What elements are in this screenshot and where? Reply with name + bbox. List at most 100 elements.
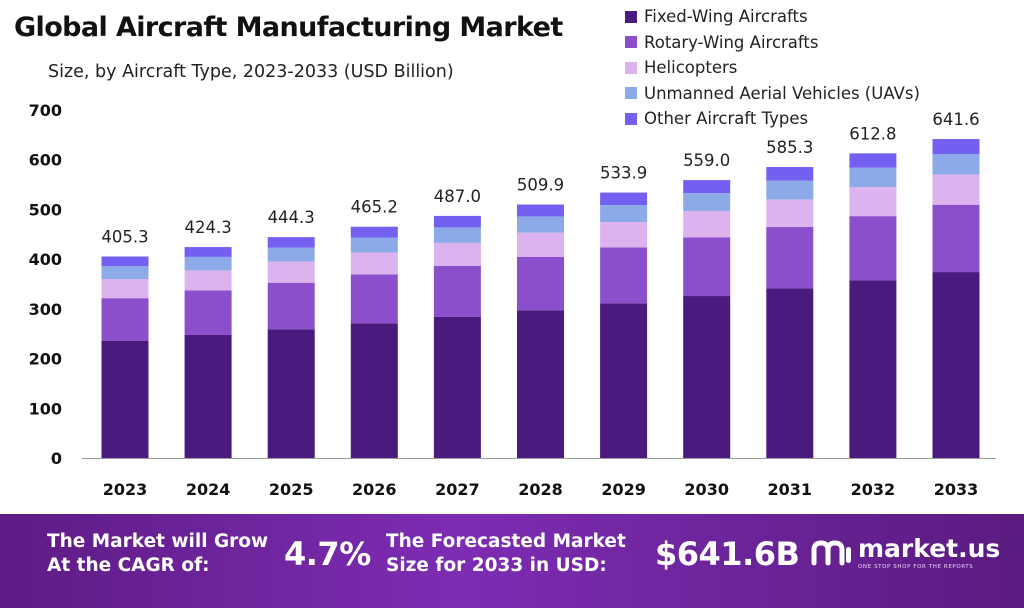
bar-segment-fixed-wing-aircrafts-2024 [184,334,232,458]
x-tick-label-2029: 2029 [601,480,646,499]
y-tick-label: 600 [29,151,62,170]
brand-tagline: ONE STOP SHOP FOR THE REPORTS [858,564,974,570]
x-tick-label-2026: 2026 [352,480,397,499]
x-tick-label-2028: 2028 [518,480,563,499]
bar-segment-unmanned-aerial-vehicles-uavs-2027 [433,227,481,243]
bar-segment-unmanned-aerial-vehicles-uavs-2032 [849,167,897,188]
y-tick-label: 500 [29,200,62,219]
bar-segment-unmanned-aerial-vehicles-uavs-2025 [267,247,315,262]
legend-item-uavs: Unmanned Aerial Vehicles (UAVs) [625,81,920,107]
legend-label-uavs: Unmanned Aerial Vehicles (UAVs) [644,83,920,103]
legend-item-other: Other Aircraft Types [625,106,920,132]
total-label-2031: 585.3 [766,138,813,157]
cagr-label-line-2: At the CAGR of: [47,555,210,576]
legend-swatch-rotary-wing [625,36,637,49]
summary-banner: The Market will Grow At the CAGR of: 4.7… [0,514,1024,608]
legend-swatch-other [625,112,637,125]
bar-segment-rotary-wing-aircrafts-2028 [517,256,564,311]
forecast-label-line-2: Size for 2033 in USD: [386,555,607,576]
total-label-2025: 444.3 [268,208,315,227]
forecast-label-line-1: The Forecasted Market [386,531,626,552]
total-label-2033: 641.6 [932,110,979,129]
brand-name: market.us [858,534,1001,563]
x-tick-label-2031: 2031 [768,480,813,499]
brand-logo[interactable]: market.us ONE STOP SHOP FOR THE REPORTS [810,536,1000,570]
y-tick-label: 300 [29,300,62,319]
bar-segment-other-aircraft-types-2023 [101,256,149,267]
cagr-value: 4.7% [284,535,371,573]
bar-segment-helicopters-2025 [267,261,315,283]
bar-segment-helicopters-2026 [350,252,398,275]
bar-segment-rotary-wing-aircrafts-2033 [932,204,980,273]
bar-segment-fixed-wing-aircrafts-2032 [849,280,897,458]
total-label-2023: 405.3 [101,228,148,247]
total-label-2026: 465.2 [351,198,398,217]
cagr-label: The Market will Grow At the CAGR of: [47,530,268,578]
bar-segment-unmanned-aerial-vehicles-uavs-2023 [101,266,149,280]
chart-title: Global Aircraft Manufacturing Market [14,12,563,43]
total-label-2027: 487.0 [434,187,481,206]
legend-item-fixed-wing: Fixed-Wing Aircrafts [625,4,920,30]
bar-segment-other-aircraft-types-2030 [683,180,731,194]
bar-segment-helicopters-2028 [517,232,564,257]
total-label-2032: 612.8 [849,124,896,143]
legend-label-helicopters: Helicopters [644,58,738,78]
chart-subtitle: Size, by Aircraft Type, 2023-2033 (USD B… [48,62,454,82]
bar-segment-helicopters-2029 [600,222,648,248]
legend: Fixed-Wing Aircrafts Rotary-Wing Aircraf… [625,4,920,132]
bar-segment-other-aircraft-types-2033 [932,139,980,154]
bar-segment-fixed-wing-aircrafts-2023 [101,340,149,458]
bar-segment-helicopters-2027 [433,242,481,266]
legend-label-fixed-wing: Fixed-Wing Aircrafts [644,7,808,27]
bar-segment-rotary-wing-aircrafts-2030 [683,237,731,297]
bar-segment-other-aircraft-types-2026 [350,226,398,238]
bar-segment-rotary-wing-aircrafts-2027 [433,265,481,317]
bar-segment-helicopters-2023 [101,279,149,299]
legend-item-rotary-wing: Rotary-Wing Aircrafts [625,30,920,56]
y-tick-label: 0 [51,449,62,468]
stacked-bar-chart: 0 100 200 300 400 500 600 700 405.3 2023 424.3 2024… [29,101,996,499]
bar-segment-helicopters-2030 [683,210,731,238]
y-tick-label: 700 [29,101,62,120]
legend-swatch-uavs [625,87,637,100]
bar-segment-other-aircraft-types-2025 [267,237,315,248]
forecast-value: $641.6B [655,535,800,573]
bar-segment-other-aircraft-types-2027 [433,215,481,228]
y-tick-label: 400 [29,250,62,269]
bar-segment-unmanned-aerial-vehicles-uavs-2029 [600,205,648,223]
bar-segment-other-aircraft-types-2031 [766,167,814,181]
bar-segment-unmanned-aerial-vehicles-uavs-2030 [683,193,731,211]
bar-segment-unmanned-aerial-vehicles-uavs-2024 [184,256,232,271]
x-tick-label-2025: 2025 [269,480,314,499]
legend-label-other: Other Aircraft Types [644,109,809,129]
bar-segment-other-aircraft-types-2032 [849,153,897,168]
bar-segment-fixed-wing-aircrafts-2028 [517,310,564,458]
bar-segment-rotary-wing-aircrafts-2025 [267,282,315,330]
x-tick-label-2024: 2024 [186,480,231,499]
bar-segment-helicopters-2032 [849,187,897,217]
x-tick-label-2023: 2023 [103,480,148,499]
bar-segment-fixed-wing-aircrafts-2029 [600,303,648,458]
total-label-2024: 424.3 [184,218,231,237]
bar-segment-helicopters-2033 [932,174,980,205]
total-label-2030: 559.0 [683,151,730,170]
total-label-2028: 509.9 [517,176,564,195]
bar-segment-helicopters-2031 [766,199,814,228]
bar-segment-rotary-wing-aircrafts-2029 [600,247,648,304]
x-tick-label-2032: 2032 [851,480,896,499]
bar-segment-other-aircraft-types-2024 [184,247,232,257]
bar-segment-fixed-wing-aircrafts-2031 [766,288,814,458]
bar-segment-fixed-wing-aircrafts-2025 [267,329,315,458]
bar-segment-unmanned-aerial-vehicles-uavs-2028 [517,216,564,233]
bar-segment-fixed-wing-aircrafts-2033 [932,272,980,458]
bar-segment-other-aircraft-types-2029 [600,192,648,206]
x-tick-label-2030: 2030 [684,480,729,499]
bar-segment-rotary-wing-aircrafts-2032 [849,216,897,281]
bar-segment-unmanned-aerial-vehicles-uavs-2031 [766,180,814,200]
total-label-2029: 533.9 [600,164,647,183]
bar-segment-rotary-wing-aircrafts-2026 [350,274,398,324]
bar-segment-helicopters-2024 [184,270,232,291]
bar-segment-unmanned-aerial-vehicles-uavs-2033 [932,153,980,175]
cagr-label-line-1: The Market will Grow [47,531,269,552]
legend-item-helicopters: Helicopters [625,55,920,81]
